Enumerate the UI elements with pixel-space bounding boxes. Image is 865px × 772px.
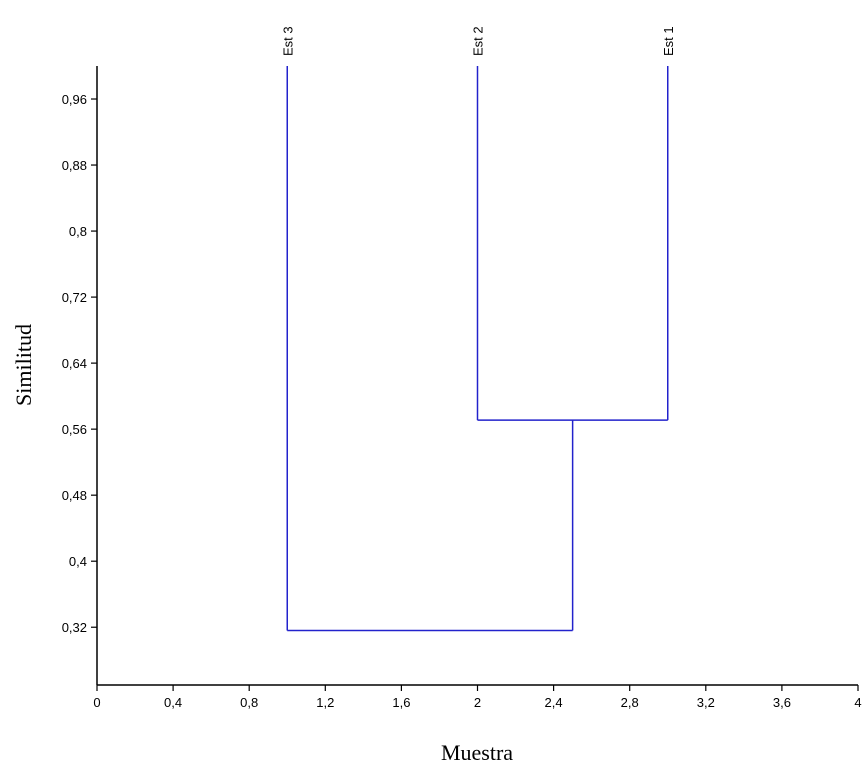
- y-tick-label: 0,48: [62, 488, 87, 503]
- leaf-label: Est 1: [661, 26, 676, 56]
- x-tick-label: 0,4: [164, 695, 182, 710]
- y-tick-label: 0,8: [69, 224, 87, 239]
- y-axis-title: Similitud: [11, 324, 36, 406]
- dendrogram-links: [286, 66, 669, 632]
- leaf-label: Est 3: [280, 26, 295, 56]
- x-tick-label: 3,2: [697, 695, 715, 710]
- x-tick-label: 2,4: [545, 695, 563, 710]
- x-tick-label: 2,8: [621, 695, 639, 710]
- x-tick-label: 0: [93, 695, 100, 710]
- x-tick-label: 3,6: [773, 695, 791, 710]
- axes: 0 0,4 0,8 1,2 1,6 2 2,4 2,8 3,2 3,6 4 0,32 0,4 0,48 0,…: [62, 66, 862, 710]
- y-tick-label: 0,56: [62, 422, 87, 437]
- x-tick-label: 4: [854, 695, 861, 710]
- leaf-label: Est 2: [471, 26, 486, 56]
- x-axis-title: Muestra: [441, 740, 513, 765]
- y-tick-label: 0,4: [69, 554, 87, 569]
- x-tick-label: 1,2: [316, 695, 334, 710]
- x-tick-label: 0,8: [240, 695, 258, 710]
- y-tick-label: 0,88: [62, 158, 87, 173]
- y-tick-label: 0,96: [62, 92, 87, 107]
- y-tick-label: 0,32: [62, 620, 87, 635]
- leaf-labels: Est 3 Est 2 Est 1: [280, 26, 676, 56]
- y-tick-label: 0,72: [62, 290, 87, 305]
- x-tick-label: 2: [474, 695, 481, 710]
- x-tick-label: 1,6: [392, 695, 410, 710]
- y-tick-label: 0,64: [62, 356, 87, 371]
